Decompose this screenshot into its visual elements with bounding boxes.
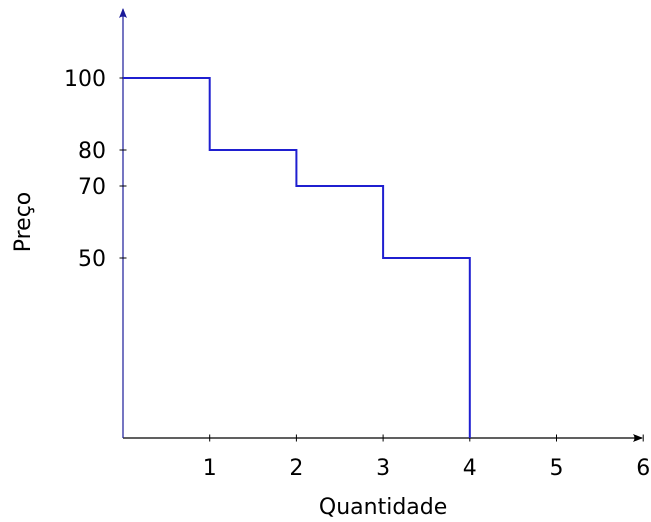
x-tick-label: 5 [550, 456, 564, 481]
series-layer [123, 77, 471, 438]
y-ticks: 50 70 80 100 [64, 67, 127, 272]
y-tick-label: 70 [78, 175, 106, 200]
x-ticks: 1 2 3 4 5 6 [203, 434, 650, 481]
x-tick-label: 6 [636, 456, 650, 481]
x-tick-label: 4 [463, 456, 477, 481]
x-tick-label: 3 [376, 456, 390, 481]
y-axis-title: Preço [11, 192, 36, 253]
y-tick-label: 80 [78, 139, 106, 164]
y-tick-label: 50 [78, 247, 106, 272]
series-line-0 [123, 77, 471, 438]
x-tick-label: 1 [203, 456, 217, 481]
y-tick-label: 100 [64, 67, 106, 92]
x-axis-title: Quantidade [319, 495, 447, 520]
x-tick-label: 2 [289, 456, 303, 481]
